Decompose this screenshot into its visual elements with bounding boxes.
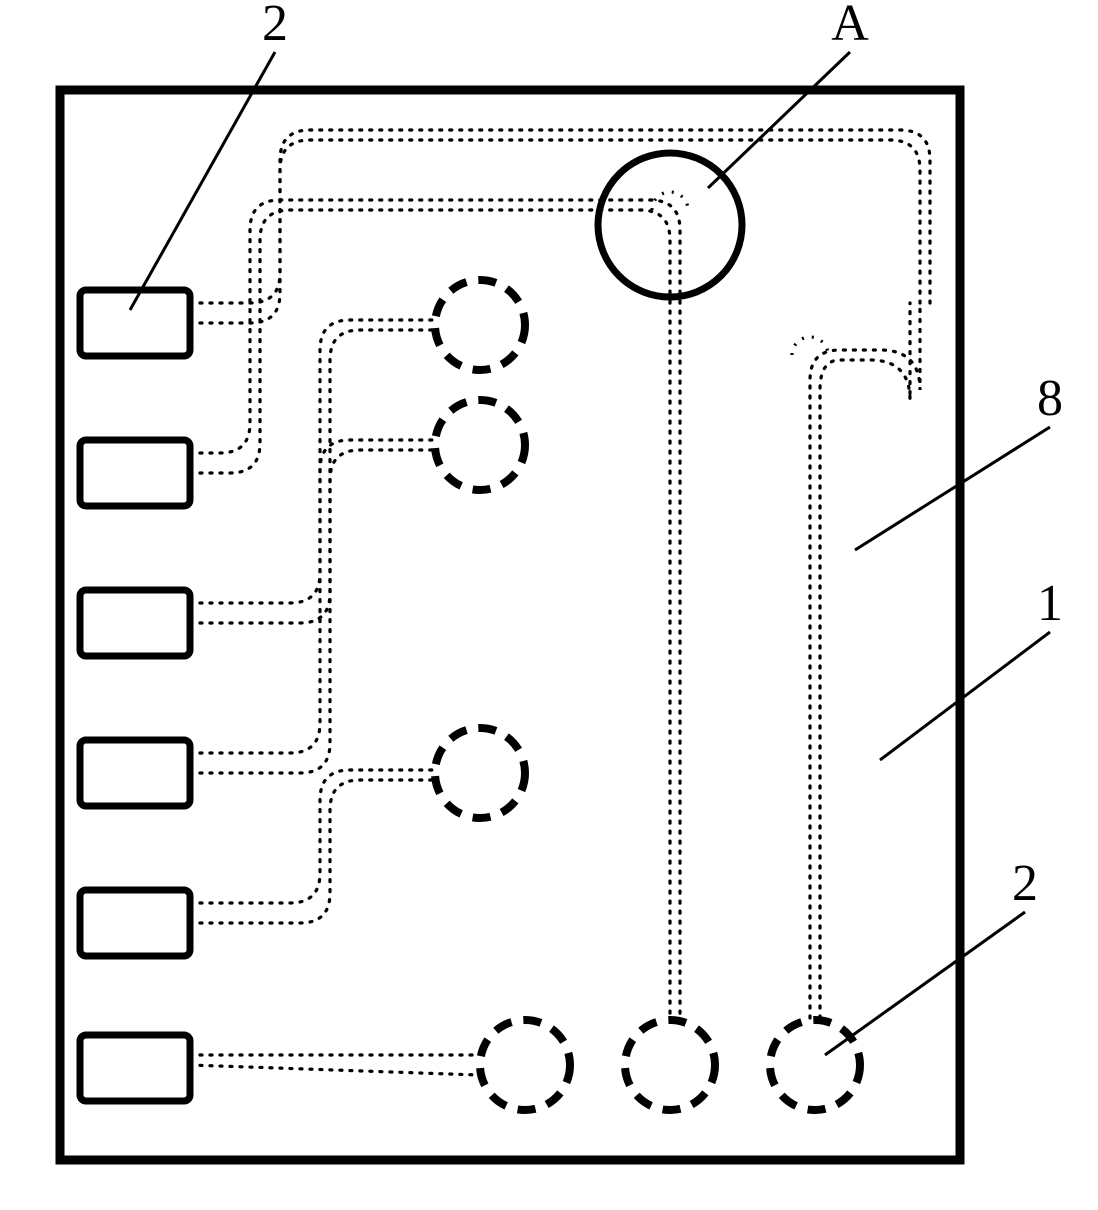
- connector-pad-1: [80, 440, 190, 506]
- callout-leader-2: [855, 427, 1050, 550]
- callout-label-1: A: [831, 0, 869, 52]
- connector-pad-2: [80, 590, 190, 656]
- trace-9: [190, 770, 433, 903]
- trace-13: [820, 303, 910, 1018]
- trace-3: [190, 200, 680, 1018]
- trace-10: [190, 1065, 478, 1075]
- callout-label-3: 1: [1037, 575, 1063, 632]
- callout-label-2: 8: [1037, 370, 1063, 427]
- trace-5: [190, 320, 433, 603]
- callout-leader-1: [708, 52, 850, 188]
- trace-8: [190, 780, 433, 923]
- trace-4: [190, 330, 433, 623]
- callout-leader-4: [825, 912, 1025, 1055]
- endpoint-circle-4: [625, 1020, 715, 1110]
- board-outline: [60, 90, 960, 1160]
- trace-0: [190, 140, 920, 323]
- callout-leader-3: [880, 632, 1050, 760]
- endpoint-circle-3: [480, 1020, 570, 1110]
- connector-pad-5: [80, 1035, 190, 1101]
- endpoint-circle-2: [435, 728, 525, 818]
- connector-pad-3: [80, 740, 190, 806]
- trace-12: [810, 303, 920, 1018]
- callout-label-0: 2: [262, 0, 288, 52]
- connector-pad-4: [80, 890, 190, 956]
- endpoint-circle-1: [435, 400, 525, 490]
- trace-1: [190, 130, 930, 303]
- endpoint-circle-0: [435, 280, 525, 370]
- endpoint-circle-5: [770, 1020, 860, 1110]
- callout-label-4: 2: [1012, 855, 1038, 912]
- trace-6: [190, 450, 433, 773]
